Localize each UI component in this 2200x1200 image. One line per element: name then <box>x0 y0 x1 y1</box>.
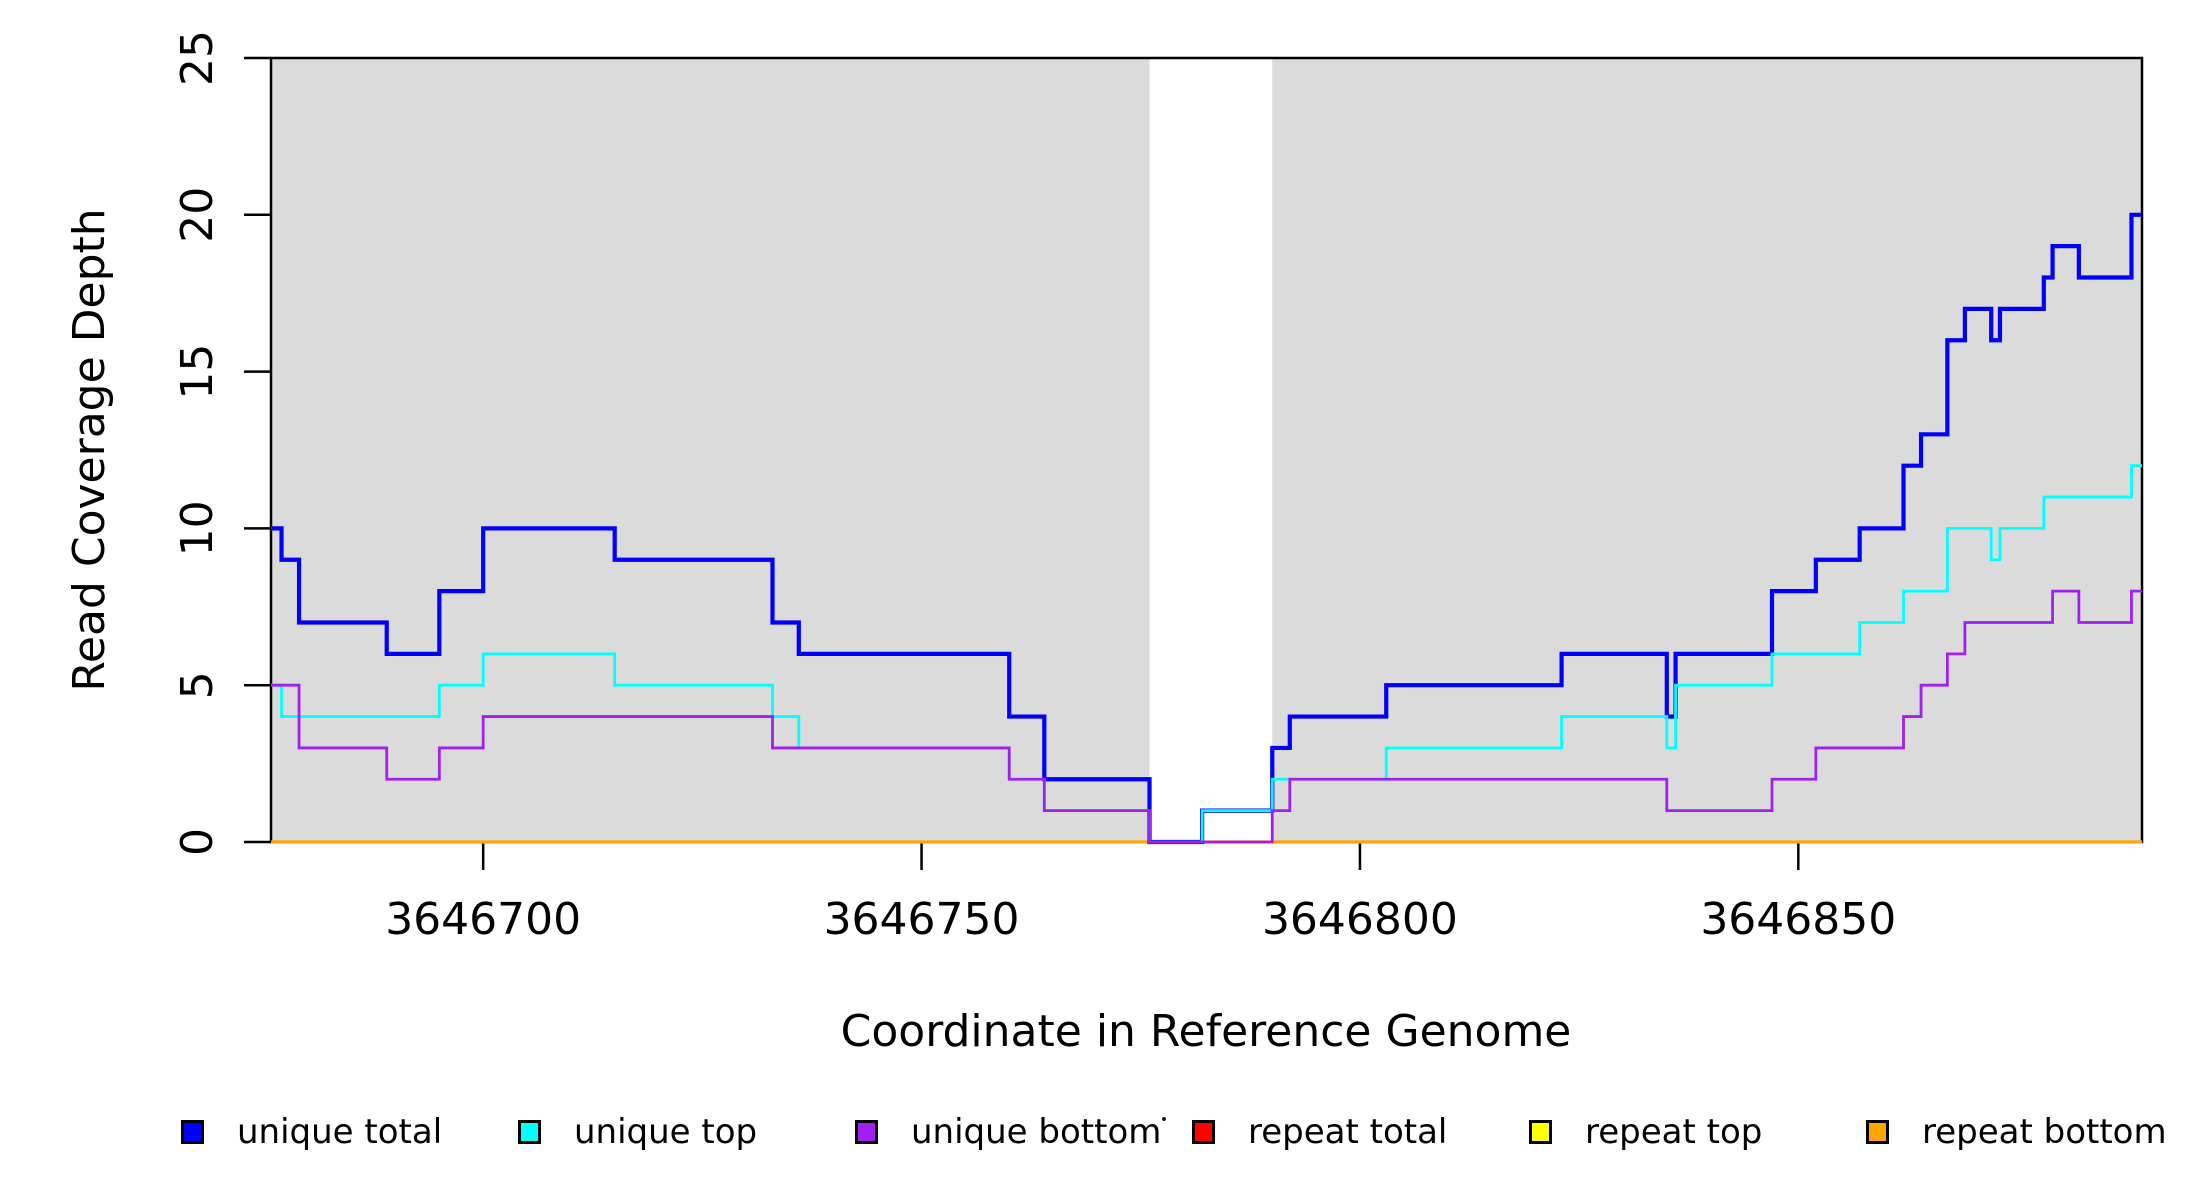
y-tick-label: 0 <box>172 828 223 856</box>
series-line-unique-total <box>271 212 2142 845</box>
y-axis-title: Read Coverage Depth <box>64 208 115 691</box>
shaded-region <box>1272 58 2142 842</box>
shaded-region <box>271 58 1150 842</box>
x-tick-label: 3646700 <box>385 894 581 945</box>
y-tick-label: 20 <box>172 187 223 243</box>
x-tick-label: 3646750 <box>824 894 1020 945</box>
x-tick-label: 3646850 <box>1700 894 1896 945</box>
y-tick-label: 15 <box>172 344 223 400</box>
y-tick-label: 5 <box>172 671 223 699</box>
x-tick-label: 3646800 <box>1262 894 1458 945</box>
stray-dot <box>1162 1117 1166 1121</box>
series-line-unique-bottom <box>271 589 2142 844</box>
y-tick-label: 25 <box>172 30 223 86</box>
y-tick-label: 10 <box>172 500 223 556</box>
series-line-unique-top <box>271 464 2142 844</box>
x-axis-title: Coordinate in Reference Genome <box>841 1006 1572 1057</box>
